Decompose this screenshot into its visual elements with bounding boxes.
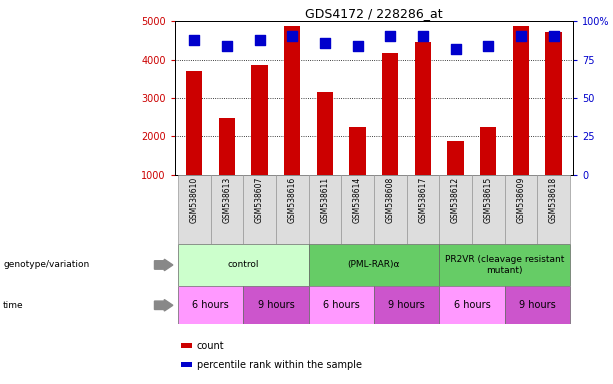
Bar	[276, 175, 308, 244]
Bar	[317, 92, 333, 175]
Bar	[382, 53, 398, 175]
Text: percentile rank within the sample: percentile rank within the sample	[197, 360, 362, 370]
Text: GSM538614: GSM538614	[353, 177, 362, 223]
Title: GDS4172 / 228286_at: GDS4172 / 228286_at	[305, 7, 443, 20]
Bar	[308, 244, 440, 286]
Bar	[308, 175, 341, 244]
Bar	[374, 286, 440, 324]
Bar	[178, 244, 308, 286]
Point	[320, 40, 330, 46]
Point	[255, 36, 265, 43]
Text: genotype/variation: genotype/variation	[3, 260, 89, 270]
Bar	[415, 42, 431, 175]
Bar	[349, 127, 366, 175]
Bar	[480, 127, 497, 175]
Bar	[219, 118, 235, 175]
Point	[451, 46, 460, 52]
Bar	[251, 65, 268, 175]
Text: 6 hours: 6 hours	[454, 300, 490, 310]
Bar	[374, 175, 406, 244]
Bar	[440, 286, 504, 324]
Text: GSM538618: GSM538618	[549, 177, 558, 223]
Text: 6 hours: 6 hours	[323, 300, 360, 310]
Point	[222, 43, 232, 49]
Bar	[440, 244, 570, 286]
Bar	[243, 175, 276, 244]
Text: 9 hours: 9 hours	[388, 300, 425, 310]
Text: GSM538613: GSM538613	[223, 177, 232, 223]
Bar	[178, 286, 243, 324]
Bar	[186, 71, 202, 175]
Point	[189, 36, 199, 43]
Point	[483, 43, 493, 49]
Text: PR2VR (cleavage resistant
mutant): PR2VR (cleavage resistant mutant)	[445, 255, 564, 275]
Point	[549, 33, 558, 40]
Text: control: control	[227, 260, 259, 270]
Text: GSM538615: GSM538615	[484, 177, 493, 223]
Text: GSM538612: GSM538612	[451, 177, 460, 223]
Bar	[537, 175, 570, 244]
Point	[287, 33, 297, 40]
Text: count: count	[197, 341, 224, 351]
Bar	[284, 26, 300, 175]
Bar	[211, 175, 243, 244]
Text: GSM538608: GSM538608	[386, 177, 395, 223]
Text: (PML-RAR)α: (PML-RAR)α	[348, 260, 400, 270]
Point	[352, 43, 362, 49]
Text: 6 hours: 6 hours	[192, 300, 229, 310]
Text: GSM538611: GSM538611	[321, 177, 329, 223]
Text: GSM538607: GSM538607	[255, 177, 264, 223]
Bar	[512, 26, 529, 175]
Bar	[472, 175, 504, 244]
Text: 9 hours: 9 hours	[257, 300, 294, 310]
Text: GSM538617: GSM538617	[419, 177, 427, 223]
Text: time: time	[3, 301, 24, 310]
Bar	[440, 175, 472, 244]
Point	[516, 33, 526, 40]
Bar	[243, 286, 308, 324]
Text: 9 hours: 9 hours	[519, 300, 555, 310]
Text: GSM538609: GSM538609	[516, 177, 525, 223]
Bar	[308, 286, 374, 324]
Text: GSM538610: GSM538610	[190, 177, 199, 223]
Bar	[504, 175, 537, 244]
Bar	[504, 286, 570, 324]
Bar	[406, 175, 440, 244]
Point	[386, 33, 395, 40]
Bar	[546, 32, 562, 175]
Bar	[341, 175, 374, 244]
Text: GSM538616: GSM538616	[287, 177, 297, 223]
Bar	[447, 141, 464, 175]
Bar	[178, 175, 211, 244]
Point	[418, 33, 428, 40]
